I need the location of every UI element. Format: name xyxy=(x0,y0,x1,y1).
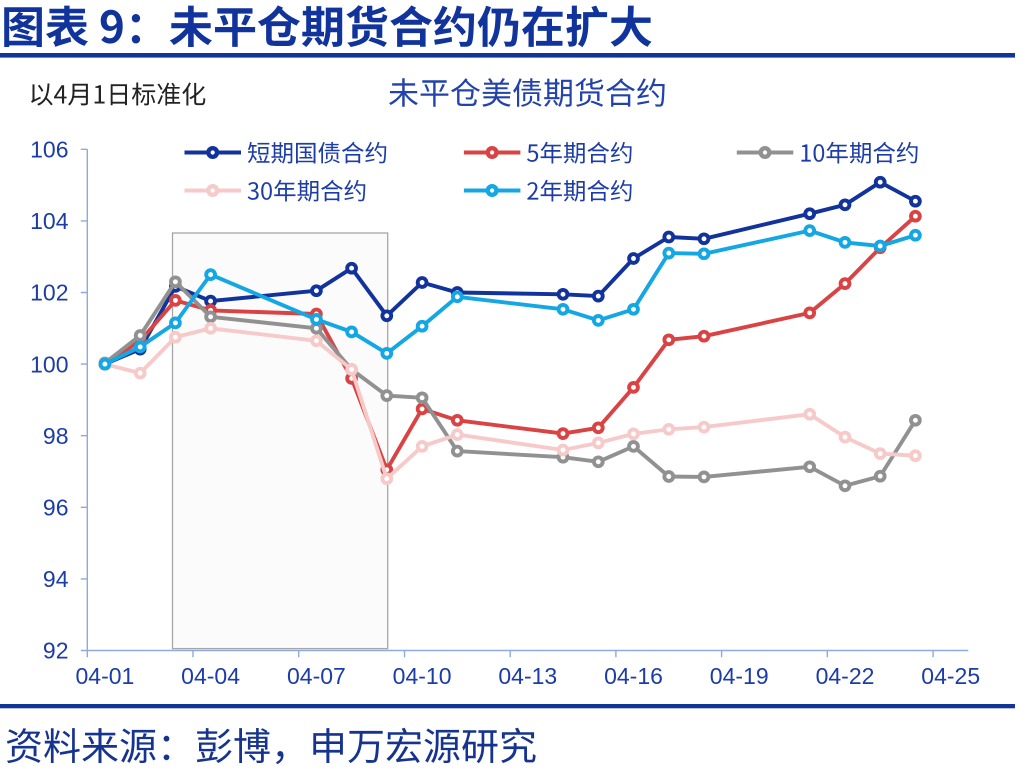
svg-text:102: 102 xyxy=(30,280,68,306)
svg-text:04-16: 04-16 xyxy=(604,663,663,689)
svg-text:04-04: 04-04 xyxy=(181,663,240,689)
svg-text:106: 106 xyxy=(30,137,68,163)
svg-text:04-07: 04-07 xyxy=(287,663,346,689)
svg-text:92: 92 xyxy=(43,638,69,664)
svg-text:04-19: 04-19 xyxy=(710,663,769,689)
svg-text:04-01: 04-01 xyxy=(75,663,134,689)
svg-text:04-22: 04-22 xyxy=(816,663,875,689)
svg-text:04-10: 04-10 xyxy=(393,663,452,689)
svg-text:100: 100 xyxy=(30,351,68,377)
svg-text:98: 98 xyxy=(43,423,69,449)
svg-text:04-25: 04-25 xyxy=(921,663,980,689)
svg-text:96: 96 xyxy=(43,495,69,521)
svg-text:04-13: 04-13 xyxy=(498,663,557,689)
svg-text:94: 94 xyxy=(43,566,69,592)
svg-text:104: 104 xyxy=(30,208,69,234)
